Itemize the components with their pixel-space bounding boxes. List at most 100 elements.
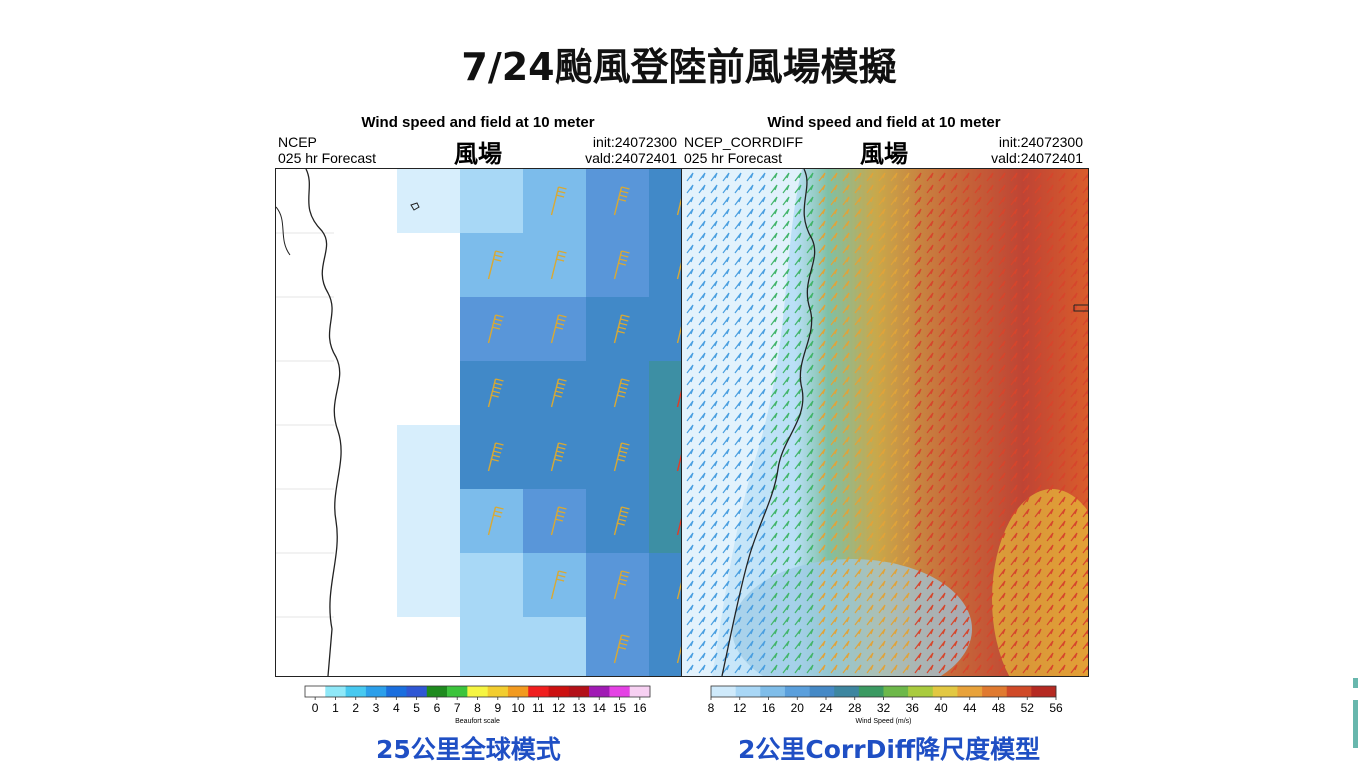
grid-cell [397, 617, 460, 676]
colorbar-tick-label: 2 [352, 701, 359, 715]
colorbar-segment [426, 686, 448, 697]
colorbar-tick-label: 14 [593, 701, 607, 715]
field-label: 風場 [860, 140, 908, 168]
colorbar-tick-label: 5 [413, 701, 420, 715]
island-outline [1073, 304, 1088, 312]
caption-corrdiff-model: 2公里CorrDiff降尺度模型 [738, 735, 1041, 764]
colorbar-segment [487, 686, 509, 697]
colorbar-tick-label: 48 [992, 701, 1006, 715]
colorbar-segment [711, 686, 736, 697]
colorbar-tick-label: 12 [733, 701, 747, 715]
colorbar-tick-label: 16 [762, 701, 776, 715]
grid-cell [649, 169, 682, 233]
model-label: NCEP [278, 134, 317, 150]
colorbar-beaufort: 0 1 2 3 4 5 6 7 8 9 10 11 12 13 14 15 16 Beaufort scale [304, 685, 652, 725]
colorbar-segment [735, 686, 761, 697]
slide-title: 7/24颱風登陸前風場模擬 [461, 45, 897, 89]
colorbar-segment [760, 686, 786, 697]
wind-map-global-canvas [276, 169, 682, 676]
colorbar-segment [932, 686, 958, 697]
colorbar-tick-label: 36 [906, 701, 920, 715]
wind-barb [613, 250, 630, 280]
colorbar-segment [447, 686, 468, 697]
colorbar-tick-label: 1 [332, 701, 339, 715]
grid-cell [460, 553, 523, 617]
coastline [305, 169, 342, 676]
colorbar-segment [784, 686, 810, 697]
init-time-label: init:24072300 [998, 134, 1083, 150]
wind-barb [550, 186, 567, 216]
grid-cell [334, 489, 397, 553]
wind-map-global [275, 168, 683, 677]
wind-barb [613, 378, 630, 408]
colorbar-title: Wind Speed (m/s) [855, 718, 911, 725]
colorbar-segment [858, 686, 884, 697]
wind-barb [613, 442, 630, 472]
grid-cell [649, 297, 682, 361]
wind-barb [487, 314, 504, 344]
wind-barb [613, 314, 630, 344]
colorbar-tick-label: 8 [474, 701, 481, 715]
wind-barb [550, 378, 567, 408]
colorbar-tick-label: 28 [848, 701, 862, 715]
field-label: 風場 [454, 140, 502, 168]
wind-barb-field [686, 172, 1088, 674]
forecast-lead-label: 025 hr Forecast [684, 150, 783, 166]
colorbar-tick-label: 6 [434, 701, 441, 715]
grid-cell [334, 233, 397, 297]
colorbar-tick-label: 4 [393, 701, 400, 715]
wind-barb [613, 506, 630, 536]
colorbar-segment [957, 686, 983, 697]
coastline [276, 206, 291, 256]
colorbar-segment [568, 686, 590, 697]
wind-barb [550, 442, 567, 472]
panel-corrdiff-model: Wind speed and field at 10 meter NCEP_CO… [681, 112, 1089, 677]
wind-barb [487, 250, 504, 280]
caption-global-model: 25公里全球模式 [376, 735, 561, 764]
colorbar-segment [589, 686, 610, 697]
grid-cell [649, 617, 682, 676]
wind-barb [550, 570, 567, 600]
colorbar-segment [467, 686, 488, 697]
low-speed-region [682, 169, 802, 676]
wind-barb [487, 442, 504, 472]
colorbar-segment [406, 686, 428, 697]
colorbar-segment [1006, 686, 1032, 697]
colorbar-tick-label: 32 [877, 701, 891, 715]
valid-time-label: vald:24072401 [585, 150, 677, 166]
grid-cell [334, 361, 397, 425]
panel-global-model: Wind speed and field at 10 meter NCEP 02… [275, 112, 683, 677]
colorbar-tick-label: 16 [633, 701, 647, 715]
grid-cell [334, 425, 397, 489]
init-time-label: init:24072300 [592, 134, 677, 150]
colorbar-segment [345, 686, 367, 697]
grid-cell [397, 361, 460, 425]
wind-map-corrdiff [681, 168, 1089, 677]
colorbar-tick-label: 9 [494, 701, 501, 715]
valid-time-label: vald:24072401 [991, 150, 1083, 166]
colorbar-segment [629, 686, 651, 697]
colorbar-tick-label: 52 [1021, 701, 1035, 715]
grid-cell [334, 617, 397, 676]
colorbar-segment [834, 686, 860, 697]
colorbar-tick-label: 8 [708, 701, 715, 715]
colorbar-tick-label: 13 [572, 701, 586, 715]
grid-cell [460, 169, 523, 233]
colorbar-segment [365, 686, 387, 697]
grid-cell [397, 489, 460, 553]
colorbar-segment [386, 686, 407, 697]
wind-barb [550, 314, 567, 344]
panel-title: Wind speed and field at 10 meter [767, 114, 1001, 131]
grid-cell [334, 553, 397, 617]
colorbar-tick-label: 7 [454, 701, 461, 715]
colorbar-tick-label: 20 [791, 701, 805, 715]
colorbar-segment [982, 686, 1008, 697]
grid-cell [649, 489, 682, 553]
colorbar-title: Beaufort scale [455, 718, 500, 725]
colorbar-tick-label: 10 [511, 701, 525, 715]
wind-barb [550, 250, 567, 280]
colorbar-segment [548, 686, 570, 697]
grid-cell [397, 553, 460, 617]
wind-barb [613, 634, 630, 664]
